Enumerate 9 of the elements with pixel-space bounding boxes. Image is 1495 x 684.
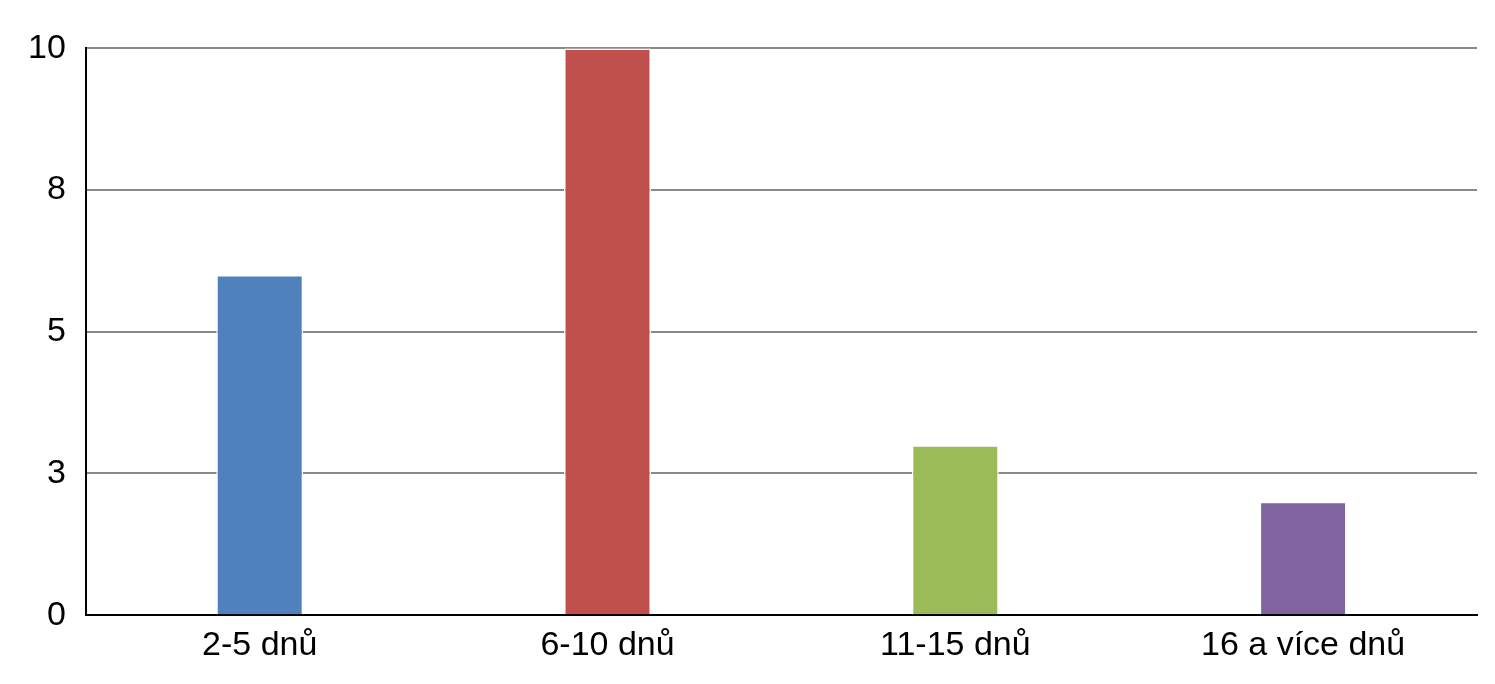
x-tick-label: 6-10 dnů	[540, 623, 675, 662]
x-tick-label: 2-5 dnů	[202, 623, 318, 662]
x-tick-label: 16 a více dnů	[1201, 623, 1406, 662]
y-tick-label: 8	[46, 168, 66, 207]
x-tick-label: 11-15 dnů	[880, 623, 1031, 662]
y-tick-label: 10	[27, 26, 66, 65]
y-tick-label: 5	[46, 310, 66, 349]
y-tick-label: 0	[46, 593, 66, 632]
y-tick-label: 3	[46, 451, 66, 490]
